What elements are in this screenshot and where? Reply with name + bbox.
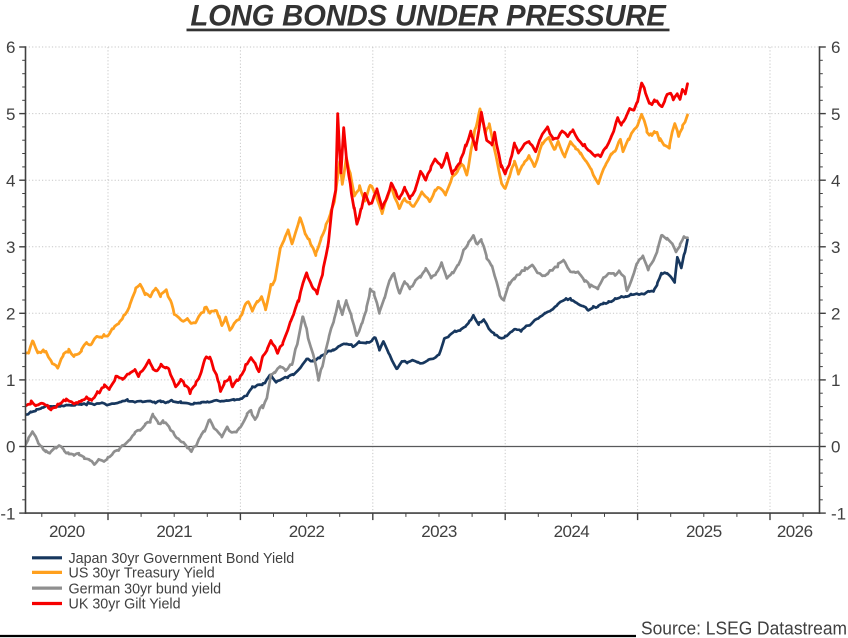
- svg-text:4: 4: [831, 171, 840, 190]
- svg-text:0: 0: [6, 438, 15, 457]
- svg-text:LONG BONDS UNDER PRESSURE: LONG BONDS UNDER PRESSURE: [190, 0, 667, 32]
- svg-text:6: 6: [6, 38, 15, 57]
- svg-text:German 30yr bund yield: German 30yr bund yield: [69, 581, 222, 597]
- svg-text:-1: -1: [0, 504, 15, 523]
- svg-text:2026: 2026: [777, 522, 813, 541]
- svg-text:0: 0: [831, 438, 840, 457]
- svg-text:2020: 2020: [49, 522, 85, 541]
- svg-text:2024: 2024: [554, 522, 590, 541]
- svg-text:1: 1: [6, 371, 15, 390]
- svg-text:3: 3: [6, 238, 15, 257]
- svg-text:2: 2: [6, 305, 15, 324]
- svg-text:US 30yr Treasury Yield: US 30yr Treasury Yield: [69, 566, 215, 582]
- svg-text:5: 5: [6, 105, 15, 124]
- svg-text:2023: 2023: [421, 522, 457, 541]
- svg-text:2: 2: [831, 305, 840, 324]
- svg-text:2021: 2021: [156, 522, 192, 541]
- svg-text:2022: 2022: [289, 522, 325, 541]
- svg-text:2025: 2025: [686, 522, 722, 541]
- svg-text:4: 4: [6, 171, 15, 190]
- svg-text:Source: LSEG Datastream: Source: LSEG Datastream: [641, 619, 847, 638]
- svg-text:5: 5: [831, 105, 840, 124]
- svg-text:3: 3: [831, 238, 840, 257]
- svg-text:Japan 30yr Government Bond Yie: Japan 30yr Government Bond Yield: [69, 551, 295, 567]
- svg-text:6: 6: [831, 38, 840, 57]
- svg-text:1: 1: [831, 371, 840, 390]
- svg-text:-1: -1: [831, 504, 846, 523]
- svg-text:UK 30yr Gilt Yield: UK 30yr Gilt Yield: [69, 597, 181, 613]
